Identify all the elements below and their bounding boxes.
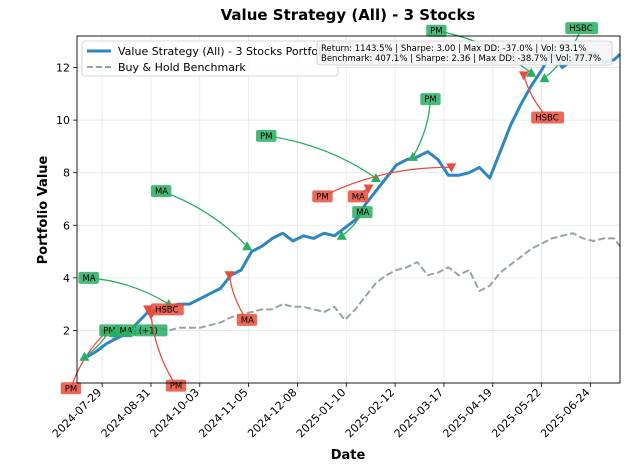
annotation-label: HSBC <box>155 305 178 315</box>
x-tick-label: 2025-02-12 <box>343 386 397 440</box>
plot-frame <box>76 35 621 384</box>
legend-label-benchmark: Buy & Hold Benchmark <box>118 61 246 74</box>
buy-marker <box>336 230 347 240</box>
y-axis-label: Portfolio Value <box>36 155 51 264</box>
x-tick-label: 2024-10-03 <box>148 386 202 440</box>
stats-line-strategy: Return: 1143.5% | Sharpe: 3.00 | Max DD:… <box>321 44 586 54</box>
x-tick-label: 2025-05-22 <box>489 386 543 440</box>
buy-marker <box>407 151 418 161</box>
annotation-label: MA <box>241 316 254 326</box>
annotation-label: MA <box>155 187 168 197</box>
x-tick-label: 2025-03-17 <box>392 386 446 440</box>
annotation-label: PM <box>424 95 436 105</box>
stats-line-benchmark: Benchmark: 407.1% | Sharpe: 2.36 | Max D… <box>321 54 601 64</box>
buy-marker <box>370 173 381 182</box>
annotation-arrow <box>88 277 170 305</box>
annotation-label: MA <box>356 208 369 218</box>
sell-marker <box>224 271 235 281</box>
buy-marker <box>539 73 550 83</box>
x-tick-label: 2025-04-19 <box>440 386 494 440</box>
series-line-benchmark <box>86 232 621 358</box>
annotation-label: MA <box>82 274 95 284</box>
annotation-label: (+1) <box>139 326 158 336</box>
annotation-label: HSBC <box>535 113 558 123</box>
buy-marker <box>79 351 90 361</box>
annotation-arrow <box>160 190 248 247</box>
annotation-label-bg <box>426 24 447 37</box>
annotation-arrow <box>228 275 248 321</box>
y-tick-label: 4 <box>63 272 70 285</box>
buy-marker <box>526 67 537 77</box>
annotation-label-bg <box>60 382 82 395</box>
annotation-label-bg <box>352 206 373 219</box>
annotation-label: HSBC <box>569 24 592 34</box>
sell-marker <box>143 305 153 315</box>
x-axis-label: Date <box>331 448 366 463</box>
x-tick-label: 2024-08-31 <box>99 386 153 440</box>
annotation-label-bg <box>150 185 172 198</box>
annotation-label-bg <box>347 190 369 203</box>
stats-box: Return: 1143.5% | Sharpe: 3.00 | Max DD:… <box>316 40 613 66</box>
sell-marker <box>446 163 457 173</box>
annotation-label: PM <box>430 27 442 37</box>
annotation-label-bg <box>312 190 333 203</box>
chart-title: Value Strategy (All) - 3 Stocks <box>221 6 476 24</box>
buy-marker <box>122 328 133 338</box>
sell-marker <box>363 184 374 194</box>
annotation-label-bg <box>236 313 258 326</box>
x-axis-ticks: 2024-07-292024-08-312024-10-032024-11-05… <box>50 383 593 440</box>
annotations: PMPMMA(+1)MAHSBCPMMAMAPMPMMAMAPMPMHSBCHS… <box>60 22 599 395</box>
annotation-arrow <box>322 166 452 197</box>
annotation-label-bg <box>565 22 599 35</box>
y-tick-label: 6 <box>63 219 70 232</box>
buy-marker <box>242 241 253 251</box>
y-tick-label: 2 <box>63 324 70 337</box>
sell-marker <box>518 71 529 81</box>
annotation-label: PM <box>170 382 182 392</box>
annotation-label: PM <box>103 326 115 336</box>
annotation-label-bg <box>134 324 168 337</box>
annotation-label: PM <box>260 132 272 142</box>
annotation-label-bg <box>256 129 277 142</box>
y-axis-ticks: 2 4 6 8 10 12 <box>56 62 77 337</box>
legend-label-strategy: Value Strategy (All) - 3 Stocks Portfoli… <box>118 45 331 58</box>
x-tick-label: 2025-01-10 <box>294 386 348 440</box>
x-tick-label: 2024-12-08 <box>245 386 299 440</box>
annotation-label-bg <box>78 271 99 284</box>
legend: Value Strategy (All) - 3 Stocks Portfoli… <box>81 40 339 77</box>
annotation-label: MA <box>352 192 365 202</box>
annotation-arrow <box>150 314 177 386</box>
x-tick-label: 2025-06-24 <box>538 386 592 440</box>
annotation-label-bg <box>531 111 565 124</box>
annotation-arrow <box>266 135 377 179</box>
annotation-label-bg <box>420 93 441 106</box>
y-tick-label: 12 <box>56 62 70 75</box>
sell-marker <box>146 310 156 320</box>
annotation-arrow <box>412 99 432 158</box>
x-tick-label: 2024-11-05 <box>196 386 250 440</box>
y-tick-label: 8 <box>63 167 70 180</box>
annotation-label: PM <box>65 384 77 394</box>
annotation-label: PM <box>316 192 328 202</box>
stats-box-bg <box>316 40 613 66</box>
annotation-label-bg <box>150 303 184 316</box>
y-tick-label: 10 <box>56 114 70 127</box>
